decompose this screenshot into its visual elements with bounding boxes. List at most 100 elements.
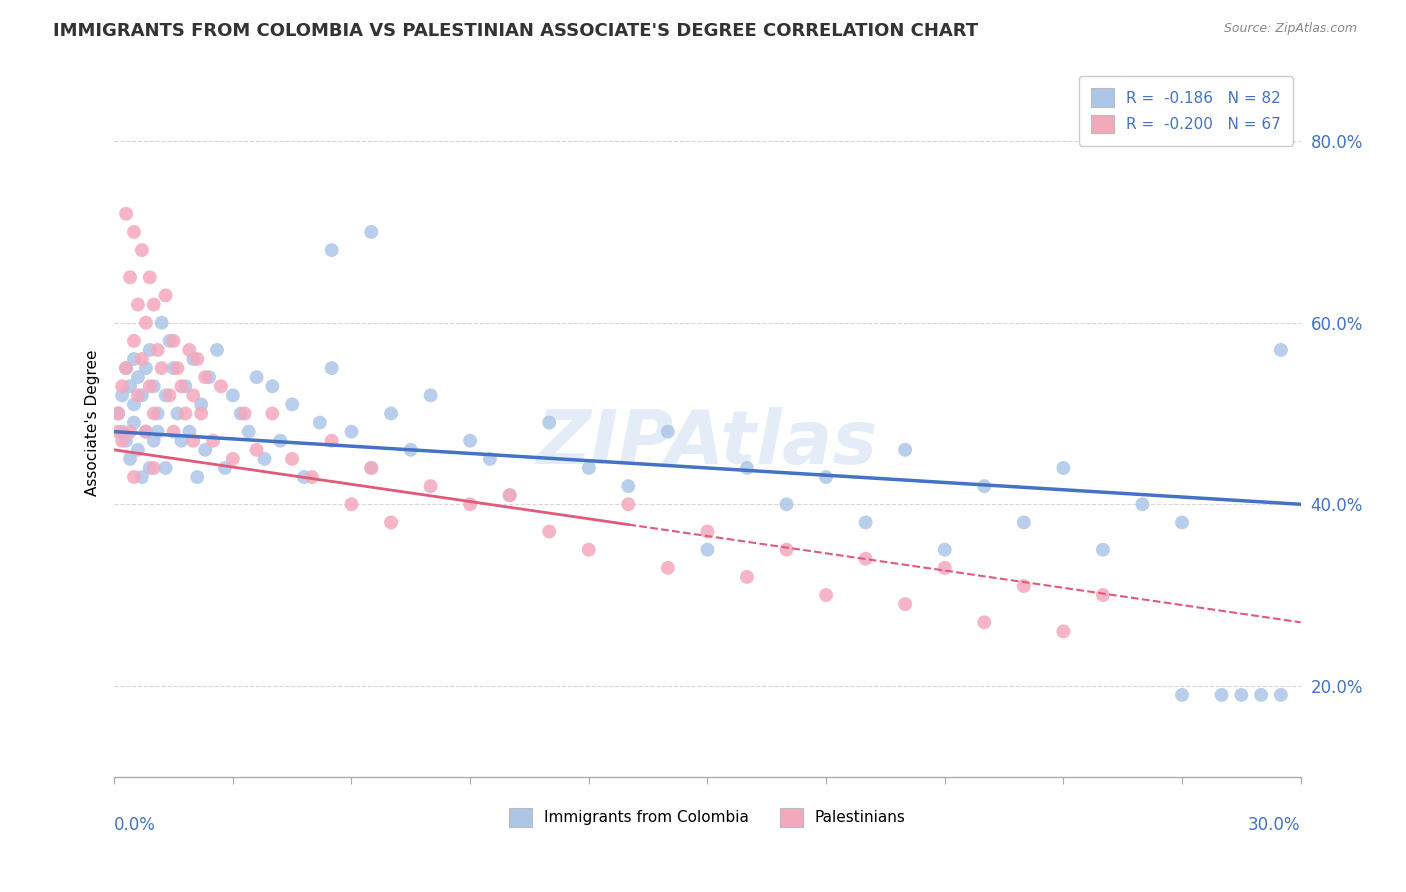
Point (194, 370, 217, 384)
Text: ZIPAtlas: ZIPAtlas (537, 408, 877, 480)
Point (111, 434, 134, 448)
Point (202, 434, 225, 448)
Point (934, 542, 956, 557)
Point (118, 451, 141, 466)
Point (1171, 516, 1194, 530)
Point (115, 361, 138, 376)
Text: IMMIGRANTS FROM COLOMBIA VS PALESTINIAN ASSOCIATE'S DEGREE CORRELATION CHART: IMMIGRANTS FROM COLOMBIA VS PALESTINIAN … (53, 22, 979, 40)
Point (142, 379, 165, 393)
Point (190, 407, 212, 421)
Point (142, 407, 165, 421)
Point (118, 379, 141, 393)
Point (894, 597, 917, 611)
Point (131, 243, 153, 257)
Point (181, 434, 204, 448)
Point (855, 516, 877, 530)
Point (229, 407, 252, 421)
Point (111, 388, 134, 402)
Point (233, 407, 256, 421)
Point (222, 388, 245, 402)
Point (155, 388, 177, 402)
Point (1250, 688, 1272, 702)
Point (499, 488, 522, 502)
Point (1012, 516, 1035, 530)
Point (399, 442, 422, 457)
Point (1171, 688, 1194, 702)
Point (127, 297, 149, 311)
Point (538, 524, 561, 539)
Point (111, 379, 134, 393)
Point (170, 379, 193, 393)
Point (150, 361, 173, 376)
Point (181, 351, 204, 366)
Point (209, 379, 232, 393)
Point (340, 425, 363, 439)
Point (458, 434, 481, 448)
Point (162, 334, 184, 348)
Point (131, 470, 153, 484)
Point (478, 451, 501, 466)
Text: Source: ZipAtlas.com: Source: ZipAtlas.com (1223, 22, 1357, 36)
Point (139, 270, 162, 285)
Point (115, 361, 138, 376)
Point (222, 451, 245, 466)
Point (262, 379, 284, 393)
Point (657, 425, 679, 439)
Point (107, 407, 129, 421)
Point (578, 542, 600, 557)
Point (617, 479, 640, 493)
Point (1270, 688, 1292, 702)
Point (360, 461, 382, 475)
Point (1091, 588, 1114, 602)
Point (815, 588, 838, 602)
Point (269, 434, 291, 448)
Point (181, 388, 204, 402)
Point (321, 361, 343, 376)
Point (262, 407, 284, 421)
Point (735, 461, 758, 475)
Point (146, 425, 169, 439)
Point (205, 343, 228, 357)
Point (214, 461, 236, 475)
Point (419, 388, 441, 402)
Point (135, 316, 157, 330)
Point (159, 388, 181, 402)
Point (578, 461, 600, 475)
Point (617, 497, 640, 511)
Point (245, 370, 267, 384)
Point (135, 425, 157, 439)
Point (142, 434, 165, 448)
Point (245, 442, 267, 457)
Point (934, 561, 956, 575)
Point (735, 570, 758, 584)
Point (127, 442, 149, 457)
Text: 0.0%: 0.0% (114, 815, 156, 833)
Point (973, 479, 995, 493)
Point (1052, 624, 1074, 639)
Point (174, 407, 197, 421)
Point (499, 488, 522, 502)
Point (122, 225, 145, 239)
Point (380, 516, 402, 530)
Point (146, 407, 169, 421)
Point (253, 451, 276, 466)
Point (321, 243, 343, 257)
Point (281, 397, 304, 411)
Point (198, 370, 221, 384)
Point (162, 361, 184, 376)
Point (122, 470, 145, 484)
Point (162, 425, 184, 439)
Point (179, 343, 201, 357)
Point (142, 297, 165, 311)
Point (139, 343, 162, 357)
Point (696, 524, 718, 539)
Point (131, 388, 153, 402)
Point (292, 470, 315, 484)
Point (135, 361, 157, 376)
Point (238, 425, 260, 439)
Point (538, 416, 561, 430)
Point (139, 379, 162, 393)
Point (146, 343, 169, 357)
Legend: Immigrants from Colombia, Palestinians: Immigrants from Colombia, Palestinians (503, 802, 912, 833)
Point (166, 361, 188, 376)
